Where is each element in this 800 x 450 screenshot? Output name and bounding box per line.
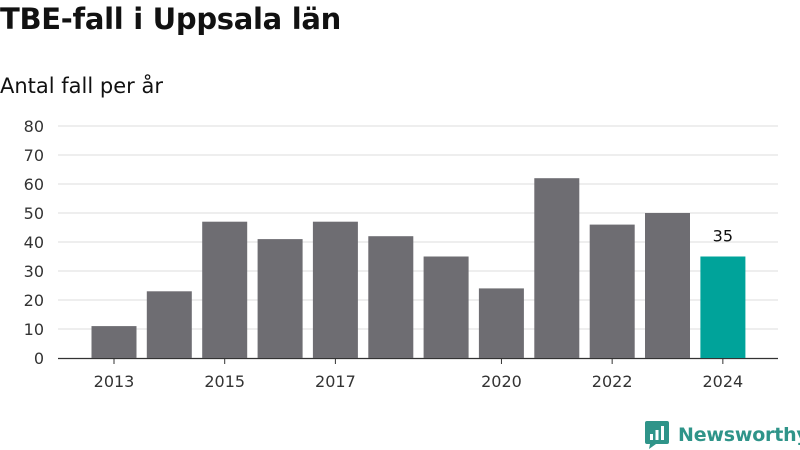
x-tick-label: 2024 [702,372,743,391]
y-tick-label: 20 [24,291,44,310]
y-tick-label: 10 [24,320,44,339]
y-tick-label: 50 [24,204,44,223]
y-tick-label: 80 [24,117,44,136]
chart-subtitle: Antal fall per år [0,74,163,98]
y-tick-label: 60 [24,175,44,194]
x-tick-label: 2013 [94,372,135,391]
bar-2019 [423,256,469,358]
bar-2021 [534,178,580,358]
x-tick-label: 2015 [204,372,245,391]
brand-name: Newsworthy [678,424,800,446]
bar-2014 [146,291,192,358]
newsworthy-logo-icon [645,421,669,449]
bar-2022 [589,224,635,358]
y-tick-label: 40 [24,233,44,252]
x-tick-label: 2022 [592,372,633,391]
bar-2018 [368,236,414,358]
y-tick-label: 70 [24,146,44,165]
value-labels: 35 [713,227,733,246]
y-tick-label: 0 [34,349,44,368]
brand-logo: Newsworthy [644,420,800,450]
bars [91,178,746,358]
bar-2015 [202,221,248,358]
bar-2024 [700,256,746,358]
x-tick-label: 2017 [315,372,356,391]
y-axis-ticks: 0 10 20 30 40 50 60 70 80 [24,117,44,368]
bar-2023 [645,213,690,358]
x-axis-ticks: 2013 2015 2017 2020 2022 2024 [94,359,743,391]
bar-2020 [478,288,524,358]
y-tick-label: 30 [24,262,44,281]
x-tick-label: 2020 [481,372,522,391]
value-label: 35 [713,227,733,246]
chart-title: TBE-fall i Uppsala län [0,2,341,36]
bar-2017 [312,221,358,358]
bar-2016 [257,239,303,358]
bar-2013 [91,326,137,358]
